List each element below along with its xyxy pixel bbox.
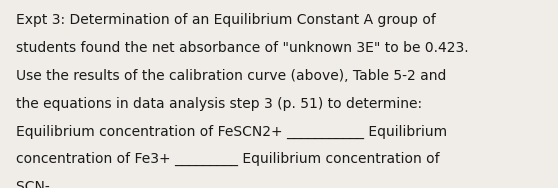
Text: Use the results of the calibration curve (above), Table 5-2 and: Use the results of the calibration curve… <box>16 69 446 83</box>
Text: students found the net absorbance of "unknown 3E" to be 0.423.: students found the net absorbance of "un… <box>16 41 468 55</box>
Text: SCN- __________: SCN- __________ <box>16 180 124 188</box>
Text: the equations in data analysis step 3 (p. 51) to determine:: the equations in data analysis step 3 (p… <box>16 97 422 111</box>
Text: concentration of Fe3+ _________ Equilibrium concentration of: concentration of Fe3+ _________ Equilibr… <box>16 152 439 166</box>
Text: Equilibrium concentration of FeSCN2+ ___________ Equilibrium: Equilibrium concentration of FeSCN2+ ___… <box>16 124 447 139</box>
Text: Expt 3: Determination of an Equilibrium Constant A group of: Expt 3: Determination of an Equilibrium … <box>16 13 435 27</box>
